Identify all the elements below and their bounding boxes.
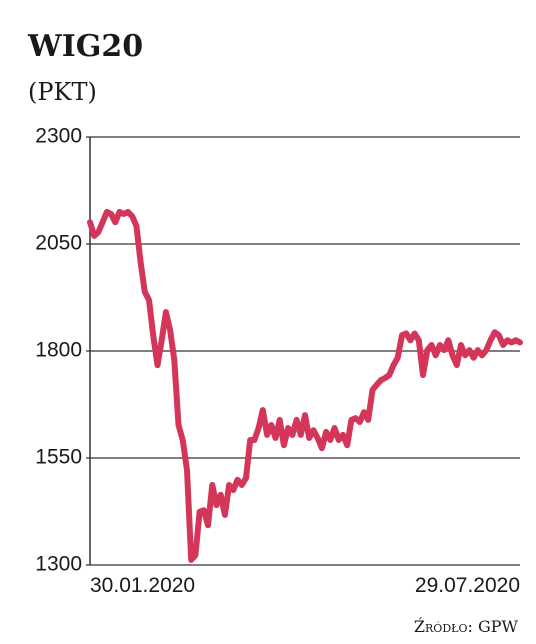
y-tick-label: 1800: [35, 339, 82, 362]
x-tick-label: 29.07.2020: [415, 574, 520, 597]
data-line: [87, 208, 523, 563]
source: Źródło: GPW: [414, 616, 519, 636]
y-tick-label: 1550: [35, 446, 82, 469]
chart-subtitle: (PKT): [28, 78, 97, 106]
x-tick-label: 30.01.2020: [90, 574, 195, 597]
y-tick-label: 1300: [35, 553, 82, 576]
y-tick-label: 2300: [35, 125, 82, 148]
y-tick-label: 2050: [35, 232, 82, 255]
chart-title: WIG20: [27, 29, 143, 64]
